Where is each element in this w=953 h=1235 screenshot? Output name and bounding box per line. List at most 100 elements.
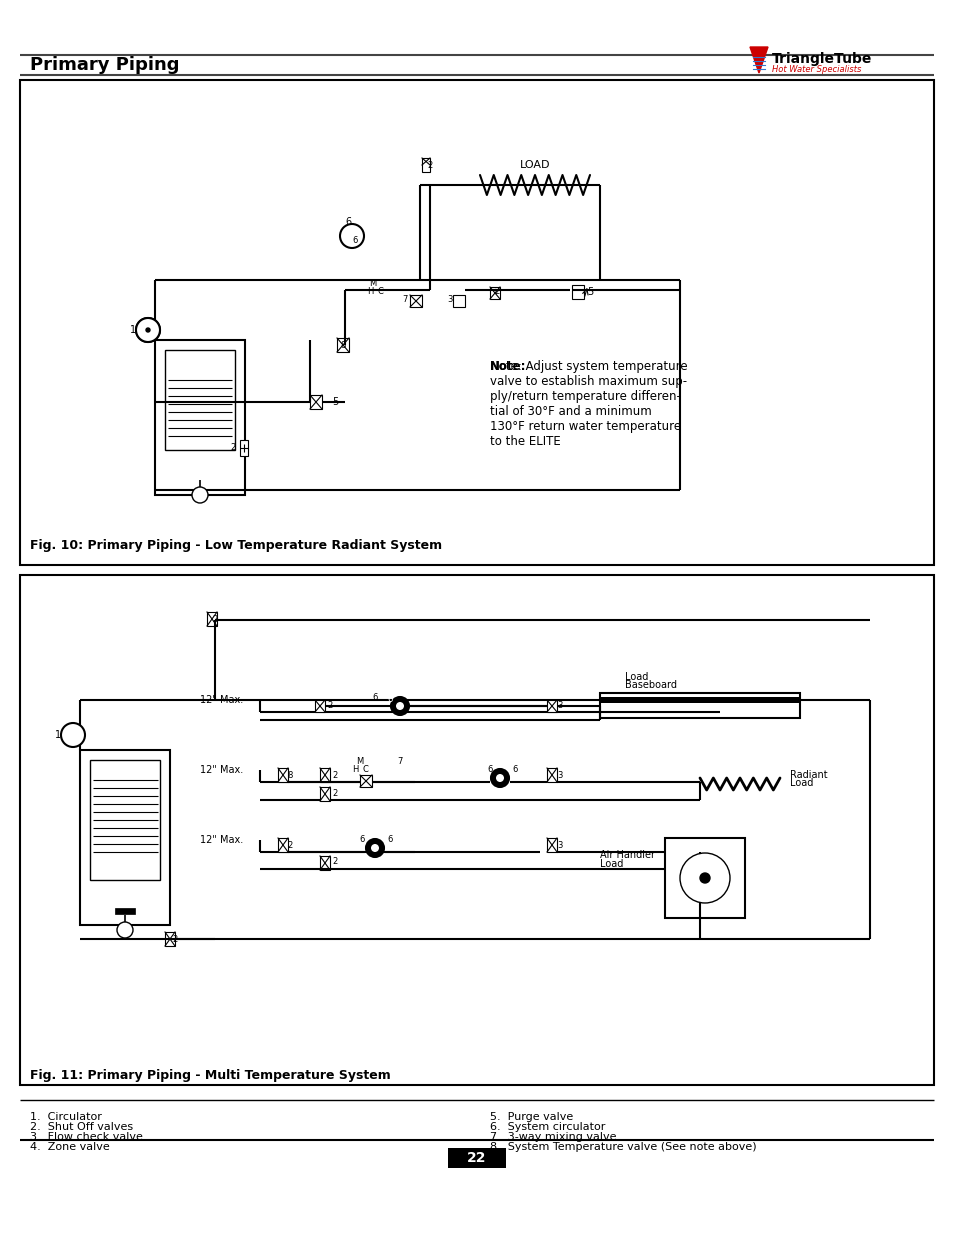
Text: 2: 2: [287, 841, 293, 850]
Text: 3: 3: [447, 295, 453, 305]
Text: 8: 8: [287, 771, 293, 779]
Text: 7: 7: [402, 295, 407, 305]
Bar: [490, 287, 499, 299]
Circle shape: [391, 697, 409, 715]
Bar: [546, 700, 557, 713]
Text: Primary Piping: Primary Piping: [30, 56, 179, 74]
Text: 22: 22: [467, 1151, 486, 1165]
Bar: [154, 340, 245, 495]
Text: 7: 7: [396, 757, 402, 767]
Polygon shape: [749, 47, 767, 73]
Circle shape: [700, 873, 709, 883]
Bar: [448, 1149, 505, 1168]
Text: 1: 1: [145, 326, 151, 335]
Bar: [319, 768, 330, 782]
Text: Note:: Note:: [490, 359, 526, 373]
Text: 5: 5: [586, 287, 593, 296]
Text: M: M: [369, 279, 376, 288]
Circle shape: [146, 329, 150, 332]
Text: 2.  Shut Off valves: 2. Shut Off valves: [30, 1123, 133, 1132]
Text: H: H: [366, 288, 373, 296]
Text: Air Handler: Air Handler: [599, 850, 655, 860]
Text: LOAD: LOAD: [519, 161, 550, 170]
Text: M: M: [356, 757, 363, 767]
Bar: [207, 613, 216, 626]
Bar: [410, 295, 421, 308]
Text: 8: 8: [340, 341, 345, 350]
Text: 6: 6: [387, 836, 393, 845]
Text: Fig. 11: Primary Piping - Multi Temperature System: Fig. 11: Primary Piping - Multi Temperat…: [30, 1068, 391, 1082]
Bar: [314, 700, 325, 713]
Bar: [546, 839, 557, 852]
Text: Fig. 10: Primary Piping - Low Temperature Radiant System: Fig. 10: Primary Piping - Low Temperatur…: [30, 538, 441, 552]
Bar: [165, 350, 234, 450]
Text: 6: 6: [345, 217, 351, 227]
Text: 1: 1: [55, 730, 61, 740]
Text: C: C: [376, 288, 382, 296]
Circle shape: [496, 774, 503, 782]
Text: 2: 2: [332, 788, 337, 798]
Bar: [319, 856, 330, 869]
Bar: [421, 158, 430, 172]
Text: 8.  System Temperature valve (See note above): 8. System Temperature valve (See note ab…: [490, 1142, 756, 1152]
Circle shape: [192, 487, 208, 503]
Bar: [546, 768, 557, 782]
Text: Hot Water Specialists: Hot Water Specialists: [771, 65, 861, 74]
Text: 1.  Circulator: 1. Circulator: [30, 1112, 102, 1123]
Bar: [310, 395, 322, 409]
Bar: [319, 787, 330, 802]
Bar: [572, 285, 583, 299]
Text: Radiant: Radiant: [789, 769, 827, 781]
Circle shape: [136, 317, 160, 342]
Text: 12" Max.: 12" Max.: [199, 695, 243, 705]
Text: 2: 2: [327, 701, 333, 710]
Circle shape: [366, 839, 384, 857]
Bar: [240, 440, 248, 456]
Bar: [336, 338, 349, 352]
Text: 6: 6: [387, 695, 393, 704]
Text: 2: 2: [332, 771, 337, 779]
Text: 2: 2: [230, 443, 235, 452]
Text: 2: 2: [213, 615, 217, 625]
Text: 1: 1: [130, 325, 136, 335]
Text: 6.  System circulator: 6. System circulator: [490, 1123, 605, 1132]
Bar: [115, 908, 135, 914]
Bar: [20, 80, 933, 564]
Circle shape: [136, 317, 160, 342]
Text: 6: 6: [512, 766, 517, 774]
Text: 5: 5: [332, 396, 337, 408]
Bar: [165, 932, 174, 946]
Text: 6: 6: [372, 693, 377, 701]
Text: 3.  Flow check valve: 3. Flow check valve: [30, 1132, 143, 1142]
Circle shape: [491, 769, 509, 787]
Text: 2: 2: [172, 935, 177, 945]
Text: 2: 2: [494, 288, 499, 296]
Bar: [90, 760, 160, 881]
Text: 6: 6: [487, 766, 492, 774]
Text: 2: 2: [332, 857, 337, 867]
Text: 6: 6: [359, 836, 364, 845]
Text: 5.  Purge valve: 5. Purge valve: [490, 1112, 573, 1123]
Text: 3: 3: [557, 841, 562, 850]
Text: Load: Load: [789, 778, 813, 788]
Bar: [664, 839, 744, 918]
Circle shape: [395, 701, 403, 710]
Bar: [20, 576, 933, 1086]
Circle shape: [371, 844, 378, 852]
Text: H: H: [352, 766, 357, 774]
Text: 4.  Zone valve: 4. Zone valve: [30, 1142, 110, 1152]
Bar: [453, 295, 464, 308]
Text: Load: Load: [624, 672, 648, 682]
Text: 12" Max.: 12" Max.: [199, 764, 243, 776]
Text: 6: 6: [352, 236, 357, 245]
Text: 7.  3-way mixing valve: 7. 3-way mixing valve: [490, 1132, 616, 1142]
Text: TriangleTube: TriangleTube: [771, 52, 871, 65]
Text: Load: Load: [599, 860, 622, 869]
Circle shape: [339, 224, 364, 248]
Bar: [359, 776, 372, 787]
Bar: [277, 839, 288, 852]
Text: C: C: [362, 766, 368, 774]
Text: 3: 3: [557, 771, 562, 779]
Circle shape: [117, 923, 132, 939]
Bar: [599, 693, 800, 718]
